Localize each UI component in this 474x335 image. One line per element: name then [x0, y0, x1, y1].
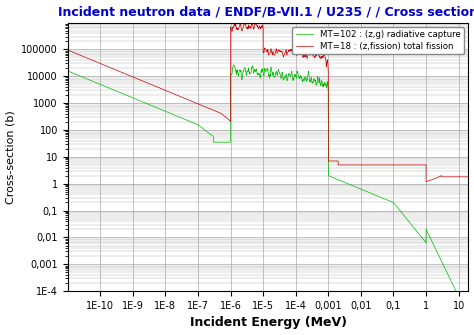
- MT=18 : (z,fission) total fission: (2.84e-07, 563): (z,fission) total fission: (2.84e-07, 56…: [210, 108, 216, 112]
- MT=102 : (z,g) radiative capture: (1.23e-06, 2.68e+04): (z,g) radiative capture: (1.23e-06, 2.68…: [231, 63, 237, 67]
- MT=102 : (z,g) radiative capture: (1e-11, 1.58e+04): (z,g) radiative capture: (1e-11, 1.58e+0…: [65, 69, 71, 73]
- MT=18 : (z,fission) total fission: (0.0598, 5): (z,fission) total fission: (0.0598, 5): [383, 163, 389, 167]
- X-axis label: Incident Energy (MeV): Incident Energy (MeV): [190, 317, 346, 329]
- MT=18 : (z,fission) total fission: (0.0132, 5): (z,fission) total fission: (0.0132, 5): [362, 163, 368, 167]
- MT=18 : (z,fission) total fission: (0.000655, 5.07e+04): (z,fission) total fission: (0.000655, 5.…: [319, 55, 325, 59]
- MT=18 : (z,fission) total fission: (4.15e-11, 4.66e+04): (z,fission) total fission: (4.15e-11, 4.…: [85, 56, 91, 60]
- MT=102 : (z,g) radiative capture: (0.0132, 0.551): (z,g) radiative capture: (0.0132, 0.551): [362, 189, 368, 193]
- MT=18 : (z,fission) total fission: (1e-11, 9.49e+04): (z,fission) total fission: (1e-11, 9.49e…: [65, 48, 71, 52]
- MT=18 : (z,fission) total fission: (1, 1.2): (z,fission) total fission: (1, 1.2): [423, 180, 429, 184]
- Line: MT=102 : (z,g) radiative capture: MT=102 : (z,g) radiative capture: [68, 65, 468, 317]
- MT=18 : (z,fission) total fission: (6.05e-06, 1e+06): (z,fission) total fission: (6.05e-06, 1e…: [253, 20, 259, 24]
- MT=18 : (z,fission) total fission: (0.00019, 6.45e+04): (z,fission) total fission: (0.00019, 6.4…: [302, 53, 308, 57]
- MT=18 : (z,fission) total fission: (20, 1.8): (z,fission) total fission: (20, 1.8): [465, 175, 471, 179]
- MT=102 : (z,g) radiative capture: (0.0598, 0.259): (z,g) radiative capture: (0.0598, 0.259): [383, 197, 389, 201]
- Title: Incident neutron data / ENDF/B-VII.1 / U235 / / Cross section: Incident neutron data / ENDF/B-VII.1 / U…: [58, 6, 474, 18]
- Legend: MT=102 : (z,g) radiative capture, MT=18 : (z,fission) total fission: MT=102 : (z,g) radiative capture, MT=18 …: [292, 27, 464, 54]
- Y-axis label: Cross-section (b): Cross-section (b): [6, 110, 16, 204]
- MT=102 : (z,g) radiative capture: (4.15e-11, 7.76e+03): (z,g) radiative capture: (4.15e-11, 7.76…: [85, 77, 91, 81]
- MT=102 : (z,g) radiative capture: (20, 1.12e-05): (z,g) radiative capture: (20, 1.12e-05): [465, 315, 471, 319]
- MT=102 : (z,g) radiative capture: (0.000655, 4.99e+03): (z,g) radiative capture: (0.000655, 4.99…: [319, 82, 325, 86]
- MT=102 : (z,g) radiative capture: (0.00019, 9.33e+03): (z,g) radiative capture: (0.00019, 9.33e…: [302, 75, 308, 79]
- Line: MT=18 : (z,fission) total fission: MT=18 : (z,fission) total fission: [68, 22, 468, 182]
- MT=102 : (z,g) radiative capture: (2.84e-07, 59.9): (z,g) radiative capture: (2.84e-07, 59.9…: [210, 134, 216, 138]
